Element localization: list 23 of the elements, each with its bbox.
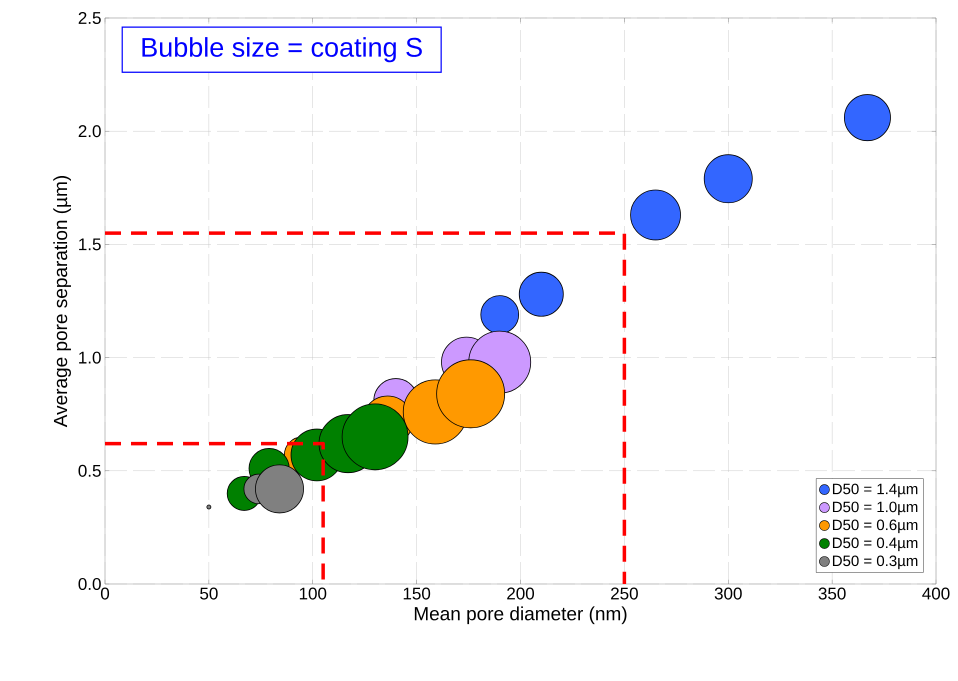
- x-tick-label: 100: [300, 588, 326, 600]
- x-axis-title: Mean pore diameter (nm): [414, 606, 626, 624]
- x-tick-label: 350: [818, 588, 846, 600]
- y-tick-label: 0.0: [78, 578, 101, 590]
- y-tick-label: 1.5: [79, 238, 101, 250]
- y-tick-label: 2.5: [78, 12, 101, 24]
- legend-label: D50 = 1.4µm: [832, 484, 918, 498]
- x-tick-label: 50: [200, 588, 218, 600]
- x-tick-label: 150: [404, 588, 430, 600]
- x-tick-label: 0: [100, 588, 110, 600]
- legend-label: D50 = 1.0µm: [832, 502, 918, 516]
- legend-label: D50 = 0.4µm: [832, 538, 918, 552]
- x-tick-label: 250: [611, 588, 638, 600]
- x-tick-label: 400: [922, 588, 950, 600]
- y-tick-label: 2.0: [78, 125, 101, 138]
- x-tick-label: 200: [507, 588, 534, 600]
- y-tick-label: 0.5: [78, 464, 101, 477]
- annotation: Bubble size = coating S: [142, 37, 422, 62]
- x-tick-label: 300: [714, 588, 742, 600]
- legend-label: D50 = 0.6µm: [832, 520, 918, 534]
- y-axis-title: Average pore separation (µm): [53, 176, 71, 428]
- y-tick-label: 1.0: [79, 352, 101, 364]
- legend-label: D50 = 0.3µm: [832, 556, 918, 570]
